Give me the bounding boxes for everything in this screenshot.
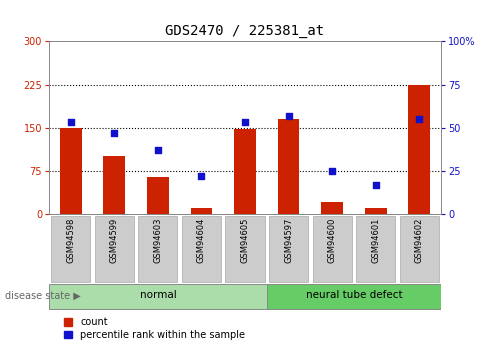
Point: [285, 113, 293, 118]
Text: GSM94597: GSM94597: [284, 217, 293, 263]
FancyBboxPatch shape: [400, 216, 439, 282]
Bar: [321, 203, 343, 214]
Text: GSM94605: GSM94605: [241, 217, 249, 263]
Text: GSM94599: GSM94599: [110, 217, 119, 263]
Text: GSM94600: GSM94600: [328, 217, 337, 263]
Bar: [408, 85, 430, 214]
Point: [197, 173, 205, 179]
Point: [241, 120, 249, 125]
Bar: [60, 128, 82, 214]
Bar: [191, 208, 212, 214]
Bar: [103, 156, 125, 214]
Text: GSM94598: GSM94598: [66, 217, 75, 263]
Bar: [147, 177, 169, 214]
Point: [154, 147, 162, 153]
Point: [110, 130, 118, 136]
Text: GSM94603: GSM94603: [153, 217, 162, 263]
Bar: [234, 129, 256, 214]
Text: disease state ▶: disease state ▶: [5, 290, 81, 300]
FancyBboxPatch shape: [51, 216, 90, 282]
Bar: [365, 208, 387, 214]
FancyBboxPatch shape: [313, 216, 352, 282]
Text: GSM94604: GSM94604: [197, 217, 206, 263]
FancyBboxPatch shape: [269, 216, 308, 282]
FancyBboxPatch shape: [356, 216, 395, 282]
Point: [67, 120, 74, 125]
Text: GSM94602: GSM94602: [415, 217, 424, 263]
Point: [372, 182, 380, 187]
Text: neural tube defect: neural tube defect: [306, 290, 402, 300]
FancyBboxPatch shape: [182, 216, 221, 282]
Point: [416, 116, 423, 122]
FancyBboxPatch shape: [138, 216, 177, 282]
Title: GDS2470 / 225381_at: GDS2470 / 225381_at: [166, 23, 324, 38]
FancyBboxPatch shape: [95, 216, 134, 282]
Text: normal: normal: [140, 290, 176, 300]
Text: GSM94601: GSM94601: [371, 217, 380, 263]
FancyBboxPatch shape: [225, 216, 265, 282]
Legend: count, percentile rank within the sample: count, percentile rank within the sample: [64, 317, 245, 340]
Bar: [278, 119, 299, 214]
FancyBboxPatch shape: [49, 284, 267, 309]
Point: [328, 168, 336, 174]
FancyBboxPatch shape: [267, 284, 441, 309]
